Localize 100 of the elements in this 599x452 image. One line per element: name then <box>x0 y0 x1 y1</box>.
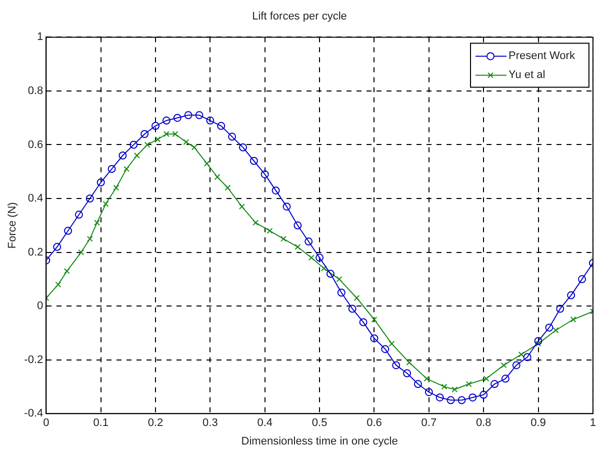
point <box>388 340 395 347</box>
point <box>294 221 302 230</box>
y-tick-label: -0.2 <box>24 354 44 366</box>
point <box>304 238 313 246</box>
point <box>214 174 220 180</box>
point <box>64 268 70 274</box>
y-tick-label: 0.6 <box>28 138 44 151</box>
point <box>191 144 198 150</box>
point <box>354 295 360 301</box>
point <box>53 242 62 251</box>
point <box>424 388 433 396</box>
x-tick-label: 0.2 <box>148 417 164 430</box>
point <box>183 139 190 146</box>
point <box>468 393 477 402</box>
point <box>113 184 120 191</box>
x-tick-label: 0.4 <box>257 417 273 430</box>
point <box>94 220 100 226</box>
point <box>260 170 269 178</box>
point <box>567 291 576 300</box>
point <box>403 369 412 378</box>
point <box>446 396 455 404</box>
point <box>483 376 490 382</box>
point <box>466 381 472 387</box>
point <box>124 166 130 172</box>
point <box>406 360 412 366</box>
x-axis-title: Dimensionless time in one cycle <box>241 435 398 448</box>
y-tick-label: 0.8 <box>28 85 44 98</box>
point <box>320 265 327 272</box>
point <box>501 374 510 383</box>
point <box>172 131 178 137</box>
point <box>545 324 554 332</box>
x-tick-label: 0.1 <box>93 417 108 430</box>
point <box>134 152 140 158</box>
point <box>570 316 576 322</box>
point <box>578 275 586 284</box>
point <box>144 142 150 148</box>
legend-label: Present Work <box>508 50 576 62</box>
point <box>370 334 378 342</box>
point <box>206 116 214 125</box>
point <box>316 254 324 262</box>
point <box>184 111 192 120</box>
point <box>452 386 458 392</box>
x-tick-label: 0.5 <box>312 417 328 430</box>
point <box>78 249 84 256</box>
point <box>294 244 301 250</box>
point <box>441 384 448 390</box>
point <box>381 345 390 354</box>
point <box>490 380 499 388</box>
point <box>224 184 231 191</box>
point <box>371 316 378 322</box>
point <box>228 132 236 141</box>
point <box>436 393 444 402</box>
point <box>266 228 273 234</box>
point <box>204 160 210 167</box>
point <box>173 114 182 122</box>
point <box>250 156 258 165</box>
y-tick-label: -0.4 <box>24 408 44 420</box>
point <box>195 111 204 120</box>
point <box>500 362 507 368</box>
y-tick-label: 0 <box>37 300 44 312</box>
point <box>118 151 127 160</box>
point <box>152 122 160 130</box>
point <box>96 178 105 186</box>
point <box>359 318 368 326</box>
x-tick-label: 0.8 <box>476 417 492 430</box>
point <box>556 304 564 313</box>
point <box>392 361 400 370</box>
point <box>518 351 524 358</box>
point <box>326 270 334 278</box>
y-tick-label: 0.2 <box>28 246 44 258</box>
point <box>348 304 356 313</box>
point <box>337 288 346 297</box>
x-tick-label: 0.7 <box>421 417 437 430</box>
y-axis-title: Force (N) <box>6 202 19 249</box>
point <box>140 130 149 138</box>
x-tick-label: 0.6 <box>366 417 382 430</box>
point <box>64 226 72 235</box>
point <box>217 122 226 130</box>
y-tick-label: 1 <box>37 31 44 44</box>
point <box>534 337 542 346</box>
point <box>108 164 116 173</box>
x-tick-label: 0.3 <box>202 417 218 430</box>
point <box>280 236 286 242</box>
legend-label: Yu et al <box>508 69 546 82</box>
point <box>480 390 488 399</box>
point <box>238 204 245 210</box>
point <box>74 210 83 219</box>
point <box>308 254 314 261</box>
point <box>130 140 138 149</box>
x-tick-label: 0.9 <box>530 417 546 430</box>
point <box>336 276 342 282</box>
point <box>424 376 430 382</box>
y-tick-label: 0.4 <box>28 192 44 205</box>
point <box>272 186 280 194</box>
point <box>154 136 161 142</box>
point <box>86 236 93 242</box>
point <box>512 361 520 370</box>
point <box>55 282 62 288</box>
chart-title: Lift forces per cycle <box>252 10 347 23</box>
point <box>552 327 559 334</box>
